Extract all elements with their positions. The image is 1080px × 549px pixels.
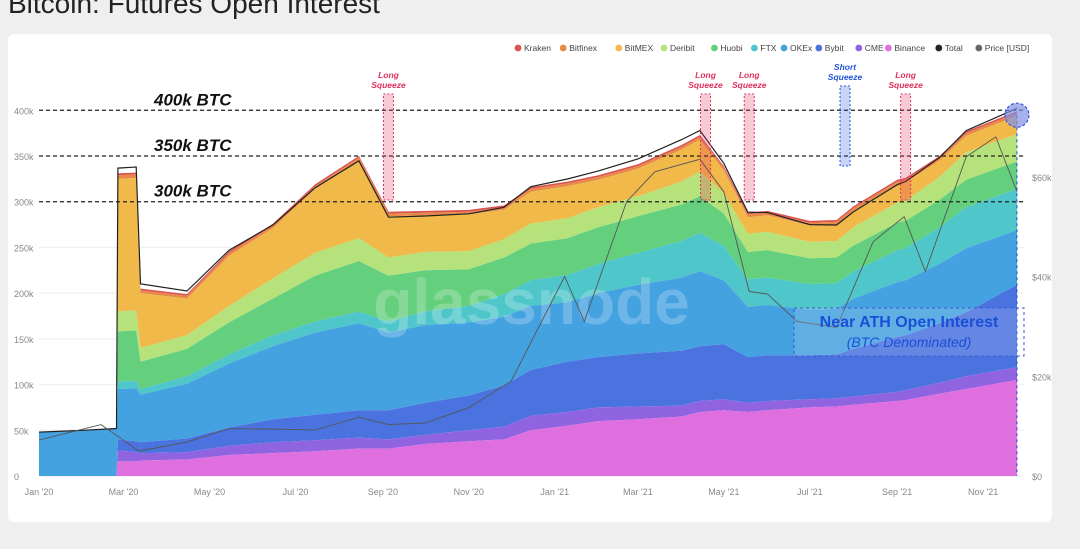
x-tick-label: Jul '21 xyxy=(797,487,823,497)
legend-swatch xyxy=(711,44,718,52)
legend-swatch xyxy=(514,44,522,52)
legend-label: Bybit xyxy=(825,43,845,53)
futures-open-interest-chart: 0 50k 100k 150k 200k 250k 300k 350k 400k $0 $20k $4… xyxy=(14,43,1052,497)
page-title: Bitcoin: Futures Open Interest xyxy=(8,0,380,19)
y-tick-label: 350k xyxy=(14,152,34,162)
reference-line-label: 400k BTC xyxy=(153,90,232,109)
price-line xyxy=(38,136,1018,452)
legend-label: Binance xyxy=(894,43,925,53)
legend-swatch xyxy=(780,44,788,52)
legend-swatch xyxy=(751,44,758,52)
y-tick-label: 100k xyxy=(14,381,34,391)
legend-label: Price [USD] xyxy=(985,43,1029,53)
legend-item: Total xyxy=(935,43,963,53)
x-tick-label: Sep '21 xyxy=(882,487,912,497)
legend-label: OKEx xyxy=(790,43,813,53)
squeeze-label: Squeeze xyxy=(888,80,923,90)
legend-label: Bitfinex xyxy=(569,43,598,53)
y-right-tick-label: $0 xyxy=(1032,472,1042,482)
legend-item: OKEx xyxy=(780,43,813,53)
legend-swatch xyxy=(935,44,943,52)
reference-line-label: 350k BTC xyxy=(154,136,232,155)
legend-swatch xyxy=(855,44,863,52)
x-tick-label: Jan '21 xyxy=(540,487,569,497)
x-tick-label: Jan '20 xyxy=(25,487,54,497)
y-right-tick-label: $20k xyxy=(1032,372,1052,382)
legend-swatch xyxy=(975,44,983,52)
y-tick-label: 0 xyxy=(14,472,19,482)
legend-item: CME xyxy=(855,43,884,53)
squeeze-label: Long xyxy=(378,70,400,80)
long-squeeze-marker xyxy=(700,93,712,201)
watermark: glassnode xyxy=(373,266,690,338)
long-squeeze-marker xyxy=(900,93,912,201)
callout-title: Near ATH Open Interest xyxy=(820,314,999,331)
long-squeeze-marker xyxy=(382,93,394,201)
legend-item: Binance xyxy=(885,43,925,53)
x-tick-label: May '20 xyxy=(194,487,225,497)
y-tick-label: 400k xyxy=(14,106,34,116)
callout-box xyxy=(793,307,1025,357)
y-right-tick-label: $60k xyxy=(1032,173,1052,183)
x-tick-label: Jul '20 xyxy=(283,487,309,497)
squeeze-label: Long xyxy=(895,70,917,80)
squeeze-label: Long xyxy=(739,70,761,80)
callout-subtitle: (BTC Denominated) xyxy=(847,334,972,350)
area-cme xyxy=(39,367,1017,476)
legend-item: FTX xyxy=(751,43,777,53)
legend-label: Huobi xyxy=(720,43,742,53)
x-tick-label: Mar '21 xyxy=(623,487,653,497)
squeeze-label: Squeeze xyxy=(688,80,723,90)
y-tick-label: 300k xyxy=(14,198,34,208)
legend-item: BitMEX xyxy=(615,43,653,53)
legend-item: Huobi xyxy=(711,43,743,53)
squeeze-label: Short xyxy=(834,62,857,72)
x-tick-label: Nov '21 xyxy=(968,487,998,497)
legend-item: Kraken xyxy=(514,43,551,53)
y-tick-label: 150k xyxy=(14,335,34,345)
squeeze-label: Long xyxy=(695,70,717,80)
ath-highlight-circle xyxy=(1004,102,1030,128)
squeeze-label: Squeeze xyxy=(371,80,406,90)
squeeze-label: Squeeze xyxy=(828,72,863,82)
legend-label: FTX xyxy=(760,43,776,53)
long-squeeze-marker xyxy=(743,93,755,201)
x-tick-label: Nov '20 xyxy=(454,487,484,497)
area-binance xyxy=(39,380,1017,476)
legend-item: Price [USD] xyxy=(975,43,1029,53)
legend-swatch xyxy=(660,44,668,52)
y-tick-label: 50k xyxy=(14,426,29,436)
legend-swatch xyxy=(559,44,567,52)
legend-item: Deribit xyxy=(660,43,695,53)
legend-label: Total xyxy=(945,43,963,53)
chart-card: 0 50k 100k 150k 200k 250k 300k 350k 400k $0 $20k $4… xyxy=(8,34,1052,522)
area-okex xyxy=(39,230,1017,476)
x-tick-label: Sep '20 xyxy=(368,487,398,497)
legend-label: Kraken xyxy=(524,43,551,53)
legend-swatch xyxy=(815,44,823,52)
legend-label: BitMEX xyxy=(625,43,654,53)
area-bitmex xyxy=(39,115,1017,433)
y-tick-label: 200k xyxy=(14,289,34,299)
legend-label: CME xyxy=(865,43,884,53)
x-tick-label: Mar '20 xyxy=(109,487,139,497)
reference-line-label: 300k BTC xyxy=(154,182,232,201)
legend-swatch xyxy=(615,44,623,52)
total-line xyxy=(38,107,1018,433)
x-tick-label: May '21 xyxy=(708,487,739,497)
area-bybit xyxy=(39,284,1017,476)
short-squeeze-marker xyxy=(839,85,851,167)
legend-item: Bitfinex xyxy=(559,43,598,53)
squeeze-label: Squeeze xyxy=(732,80,767,90)
legend-swatch xyxy=(885,44,892,52)
legend-label: Deribit xyxy=(670,43,695,53)
legend-item: Bybit xyxy=(815,43,844,53)
y-tick-label: 250k xyxy=(14,243,34,253)
y-right-tick-label: $40k xyxy=(1032,273,1052,283)
